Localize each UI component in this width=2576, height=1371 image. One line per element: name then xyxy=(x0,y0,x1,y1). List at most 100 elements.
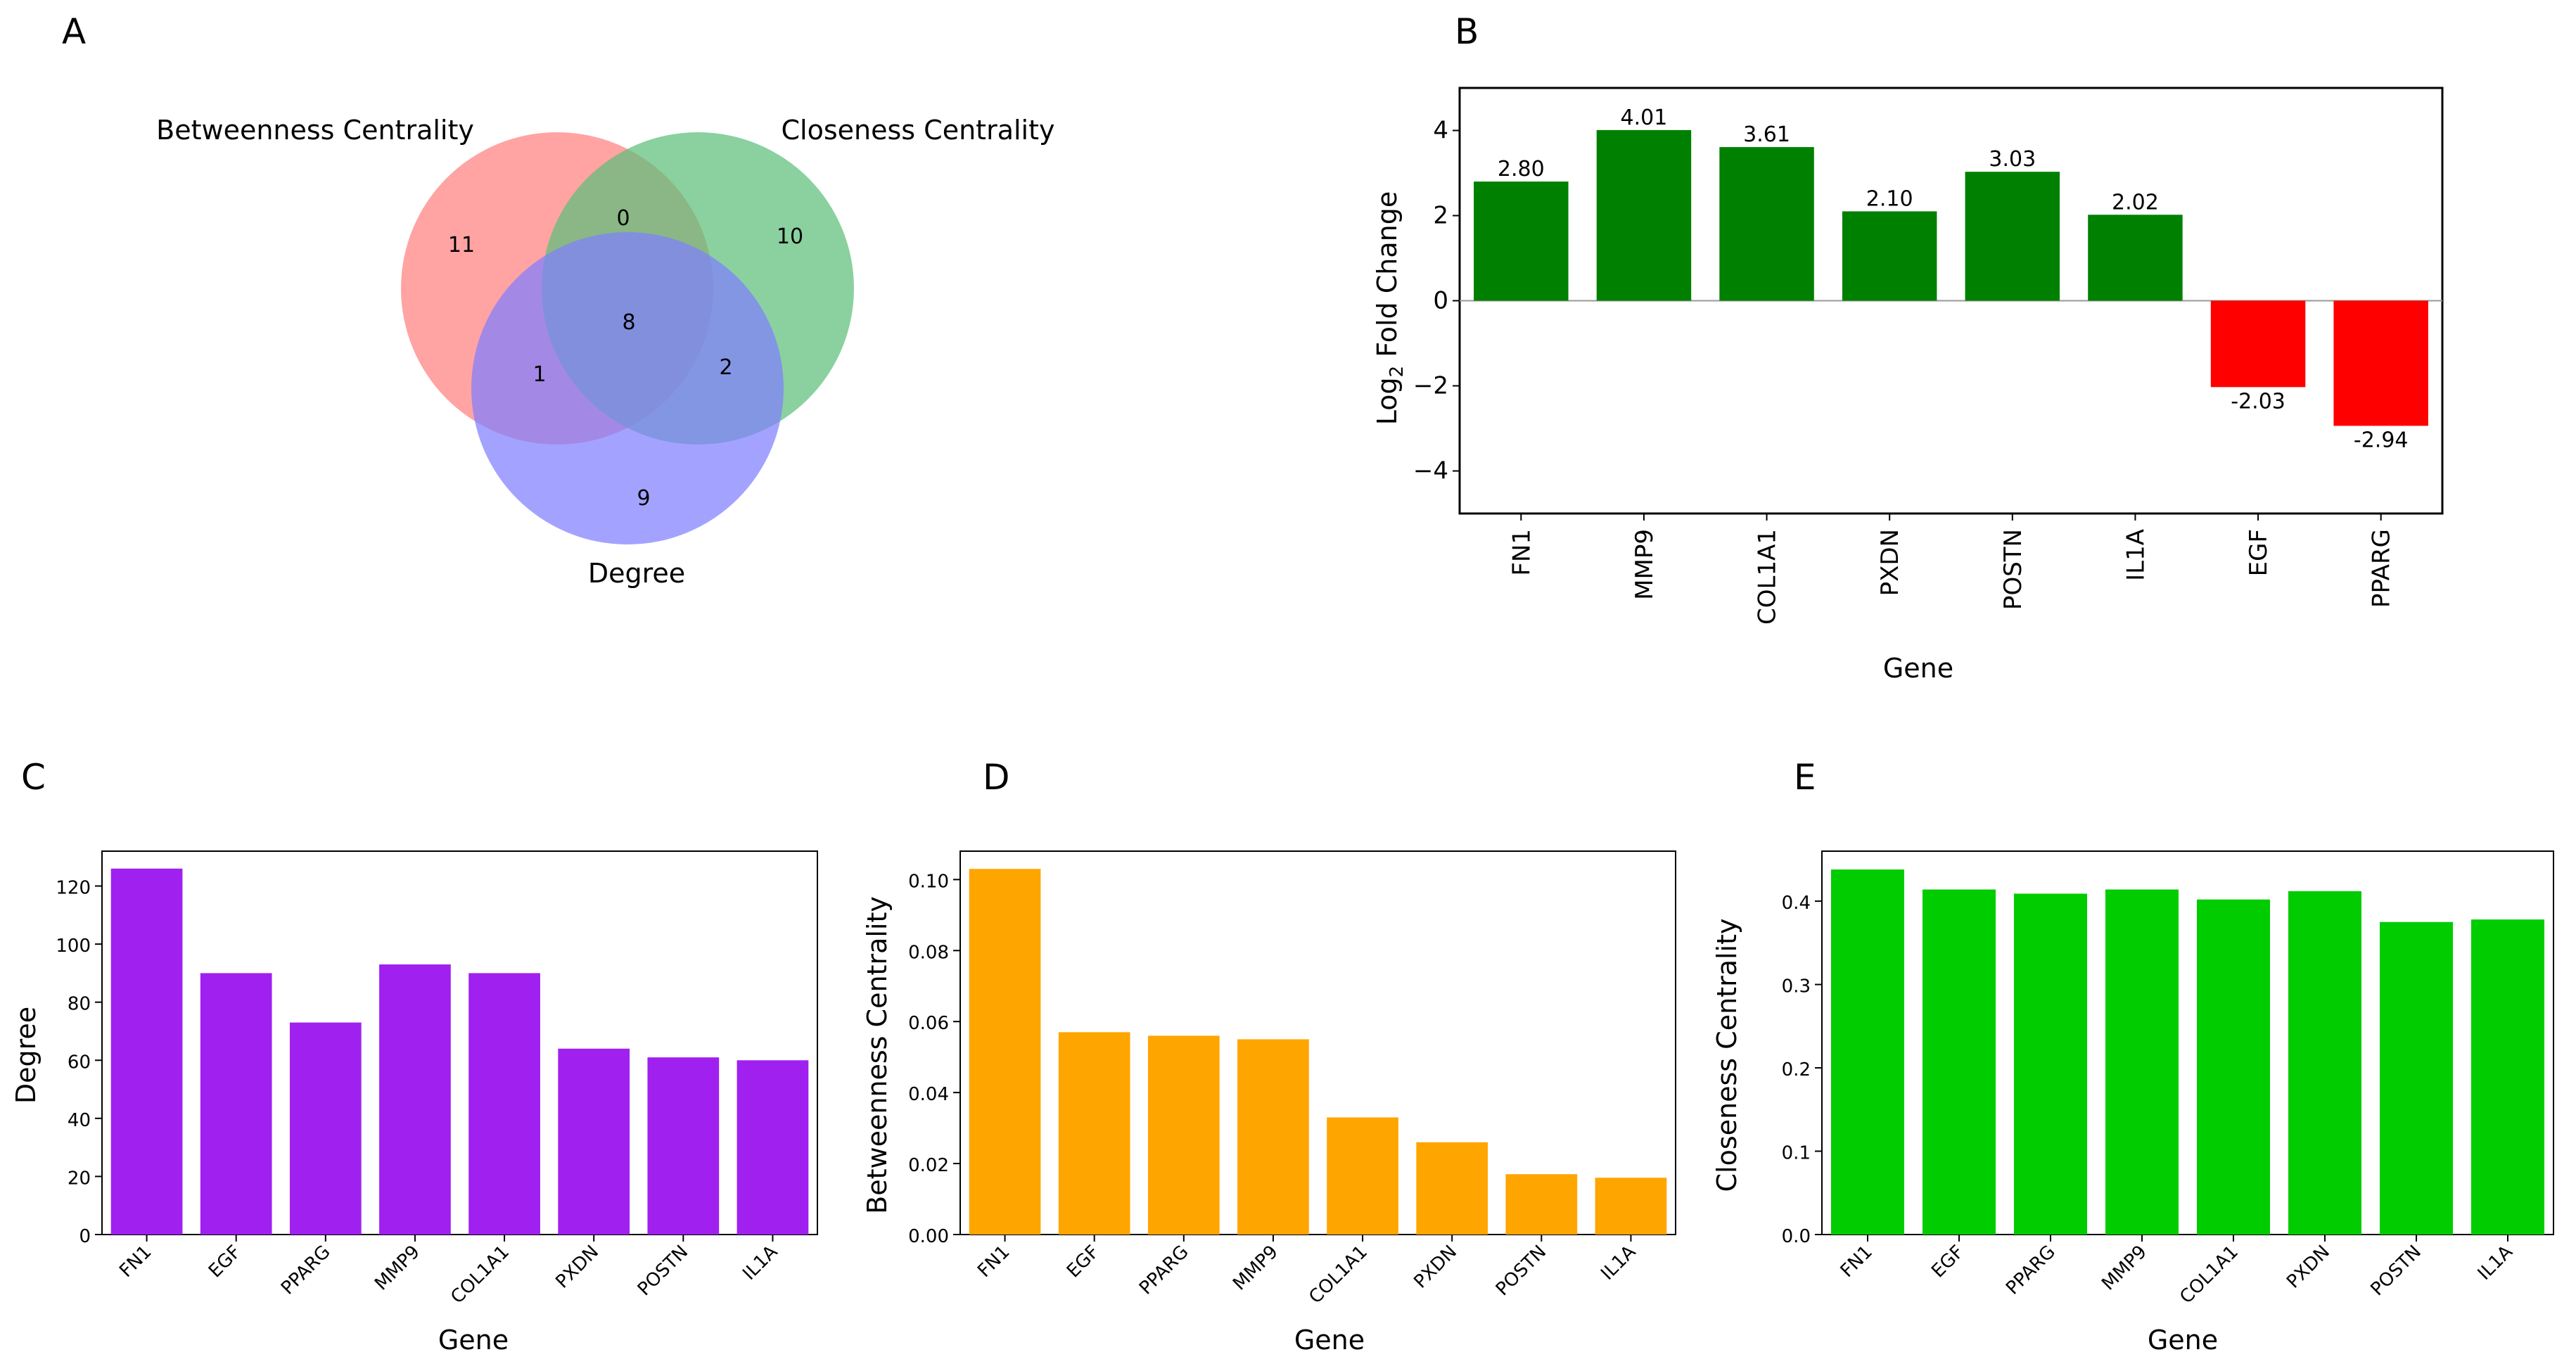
betweenness-x-tick-label: FN1 xyxy=(974,1242,1014,1282)
venn-count-closeness-degree: 2 xyxy=(719,355,732,380)
fold-change-bar-il1a xyxy=(2088,215,2183,301)
betweenness-x-tick-label: PPARG xyxy=(1135,1242,1193,1299)
degree-x-tick-label: COL1A1 xyxy=(447,1242,514,1308)
closeness-x-tick-label: MMP9 xyxy=(2098,1242,2151,1295)
closeness-x-tick-label: IL1A xyxy=(2474,1242,2517,1284)
degree-x-tick-label: PXDN xyxy=(551,1242,603,1293)
degree-y-tick-label: 80 xyxy=(68,994,91,1015)
panel-letter-a: A xyxy=(62,11,86,52)
betweenness-y-tick-label: 0.02 xyxy=(908,1155,949,1176)
venn-circle-degree xyxy=(471,232,784,544)
fold-change-bar-postn xyxy=(1965,172,2060,301)
closeness-bar-pparg xyxy=(2014,893,2087,1235)
betweenness-y-tick-label: 0.08 xyxy=(908,942,949,963)
betweenness-bar-col1a1 xyxy=(1327,1117,1398,1235)
degree-bar-mmp9 xyxy=(379,964,451,1235)
panel-letter-b: B xyxy=(1455,11,1479,52)
betweenness-y-tick-label: 0.06 xyxy=(908,1013,949,1034)
fold-change-x-tick-label: EGF xyxy=(2245,529,2273,576)
betweenness-bar-pparg xyxy=(1147,1035,1220,1235)
fold-change-bar-pxdn xyxy=(1842,211,1937,301)
betweenness-y-axis-label: Betweenness Centrality xyxy=(862,896,893,1214)
fold-change-value-label: 3.03 xyxy=(1989,147,2036,172)
fold-change-x-tick-label: PXDN xyxy=(1876,529,1904,596)
venn-count-betweenness-degree: 1 xyxy=(533,362,546,387)
fold-change-x-axis-label: Gene xyxy=(1883,653,1953,684)
fold-change-y-tick-label: 4 xyxy=(1433,117,1448,145)
venn-diagram: Betweenness Centrality Closeness Central… xyxy=(156,115,1054,589)
betweenness-y-tick-label: 0.00 xyxy=(908,1226,949,1247)
betweenness-x-tick-label: EGF xyxy=(1063,1242,1104,1282)
closeness-y-tick-label: 0.1 xyxy=(1782,1143,1811,1164)
venn-count-all-three: 8 xyxy=(622,310,635,335)
degree-bar-fn1 xyxy=(110,868,183,1235)
closeness-x-tick-label: EGF xyxy=(1927,1242,1968,1282)
closeness-x-tick-label: COL1A1 xyxy=(2176,1242,2243,1308)
degree-y-tick-label: 0 xyxy=(79,1226,91,1247)
fold-change-bar-fn1 xyxy=(1474,181,1569,301)
venn-count-betweenness-closeness: 0 xyxy=(616,206,630,231)
venn-label-closeness: Closeness Centrality xyxy=(782,115,1055,146)
fold-change-chart: Log2 Fold Change Gene −4 −2 0 2 4 FN1 2.80 MMP9… xyxy=(1372,87,2444,684)
degree-bar-pparg xyxy=(289,1022,362,1235)
degree-bar-il1a xyxy=(737,1060,809,1235)
fold-change-x-tick-label: PPARG xyxy=(2368,529,2396,608)
betweenness-y-tick-label: 0.10 xyxy=(908,871,949,892)
fold-change-value-label: 4.01 xyxy=(1621,106,1668,130)
closeness-x-tick-label: POSTN xyxy=(2367,1242,2425,1300)
fold-change-value-label: 3.61 xyxy=(1743,122,1790,147)
degree-x-axis-label: Gene xyxy=(438,1325,509,1356)
fold-change-x-tick-label: MMP9 xyxy=(1631,529,1659,600)
closeness-x-tick-label: FN1 xyxy=(1837,1242,1877,1282)
betweenness-x-tick-label: POSTN xyxy=(1492,1242,1550,1300)
degree-bar-postn xyxy=(647,1057,720,1235)
degree-y-tick-label: 120 xyxy=(56,878,91,899)
closeness-bar-postn xyxy=(2380,922,2453,1235)
venn-count-closeness-only: 10 xyxy=(777,224,803,249)
degree-x-tick-label: MMP9 xyxy=(371,1242,424,1295)
fold-change-value-label: 2.80 xyxy=(1498,157,1545,181)
betweenness-bar-fn1 xyxy=(969,869,1041,1235)
betweenness-y-tick-label: 0.04 xyxy=(908,1084,949,1105)
betweenness-bar-mmp9 xyxy=(1237,1039,1309,1235)
fold-change-bar-egf xyxy=(2210,300,2306,388)
degree-x-tick-label: EGF xyxy=(205,1242,246,1282)
degree-y-axis-label: Degree xyxy=(11,1007,42,1104)
fold-change-x-tick-label: FN1 xyxy=(1507,529,1536,576)
betweenness-bar-pxdn xyxy=(1416,1142,1488,1235)
betweenness-bar-il1a xyxy=(1595,1178,1667,1235)
closeness-bar-egf xyxy=(1923,889,1996,1235)
fold-change-y-axis-label: Log2 Fold Change xyxy=(1372,191,1408,426)
closeness-x-axis-label: Gene xyxy=(2148,1325,2218,1356)
closeness-y-tick-label: 0.3 xyxy=(1782,976,1811,997)
betweenness-x-axis-label: Gene xyxy=(1294,1325,1365,1356)
venn-label-degree: Degree xyxy=(588,558,685,589)
betweenness-x-tick-label: COL1A1 xyxy=(1305,1242,1372,1308)
venn-count-degree-only: 9 xyxy=(637,486,650,511)
fold-change-x-tick-label: COL1A1 xyxy=(1754,529,1782,625)
fold-change-x-tick-label: POSTN xyxy=(1999,529,2027,610)
closeness-y-tick-label: 0.2 xyxy=(1782,1059,1811,1080)
betweenness-bar-postn xyxy=(1505,1174,1578,1235)
fold-change-value-label: -2.03 xyxy=(2231,389,2285,414)
betweenness-x-tick-label: MMP9 xyxy=(1229,1242,1282,1295)
venn-label-betweenness: Betweenness Centrality xyxy=(156,115,474,146)
closeness-bar-pxdn xyxy=(2288,891,2361,1235)
closeness-bar-fn1 xyxy=(1831,869,1904,1235)
panel-letter-c: C xyxy=(21,757,46,798)
fold-change-y-tick-label: 2 xyxy=(1433,202,1448,230)
fold-change-y-tick-label: −2 xyxy=(1413,372,1448,400)
degree-y-tick-label: 60 xyxy=(68,1052,91,1073)
fold-change-y-tick-label: −4 xyxy=(1413,457,1448,485)
fold-change-x-tick-label: IL1A xyxy=(2122,529,2150,581)
panel-letter-e: E xyxy=(1794,757,1816,798)
closeness-y-tick-label: 0.0 xyxy=(1782,1226,1811,1247)
closeness-chart: Closeness Centrality Gene 0.0 0.1 0.2 0.3 0.… xyxy=(1711,850,2554,1356)
closeness-bar-il1a xyxy=(2471,919,2544,1235)
degree-chart: Degree Gene 0 20 40 60 80 100 120 FN1 EGF PPARG MM… xyxy=(11,850,818,1356)
degree-y-tick-label: 20 xyxy=(68,1168,91,1189)
betweenness-bar-egf xyxy=(1058,1032,1130,1235)
degree-bar-pxdn xyxy=(558,1048,630,1235)
fold-change-y-tick-label: 0 xyxy=(1433,287,1448,315)
